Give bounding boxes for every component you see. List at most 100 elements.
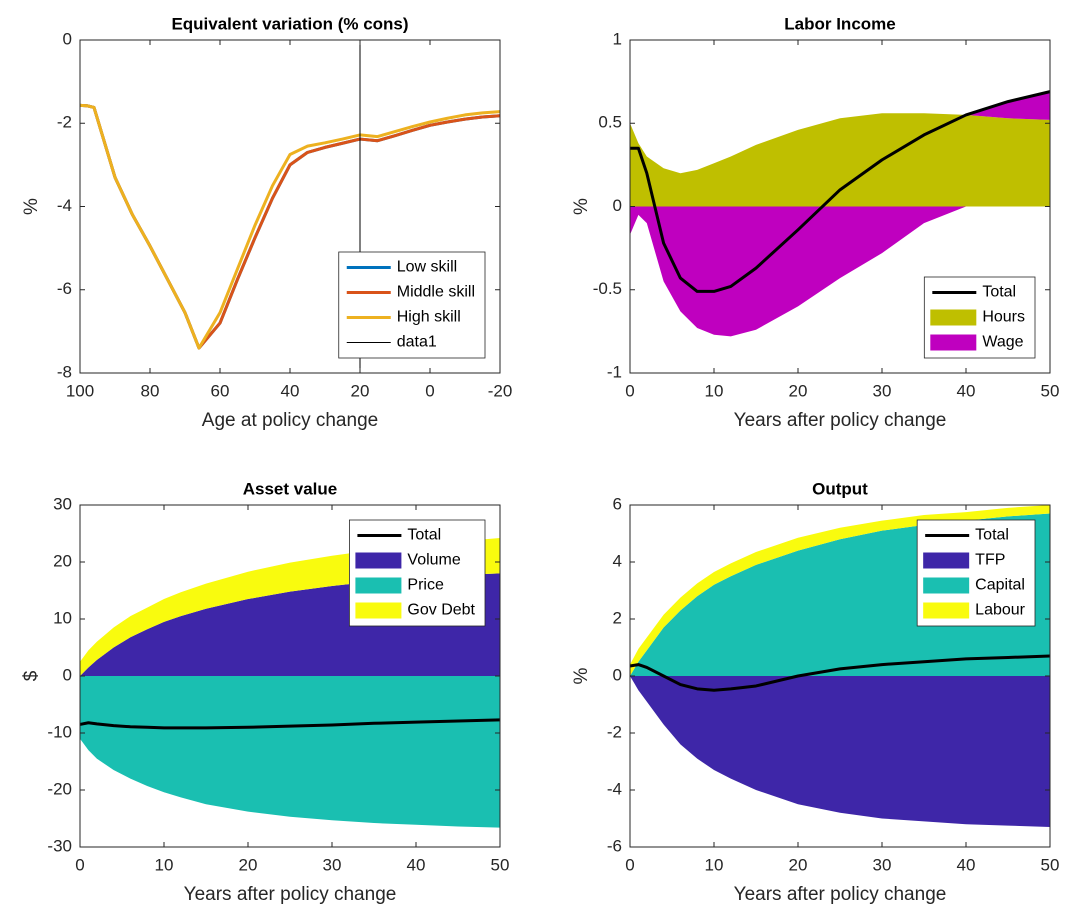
area-segment bbox=[630, 206, 966, 337]
legend-label: Wage bbox=[982, 334, 1023, 351]
legend-swatch bbox=[355, 602, 402, 619]
area-segment bbox=[80, 676, 500, 828]
legend-label: data1 bbox=[397, 334, 437, 351]
x-tick-label: 0 bbox=[625, 381, 634, 400]
x-tick-label: 10 bbox=[705, 855, 724, 874]
legend-label: High skill bbox=[397, 309, 461, 326]
legend-swatch bbox=[930, 334, 977, 351]
line bbox=[629, 654, 1051, 692]
legend-label: Hours bbox=[982, 309, 1025, 326]
x-axis-label: Years after policy change bbox=[734, 884, 947, 905]
y-tick-label: 0 bbox=[613, 196, 622, 215]
y-tick-label: 20 bbox=[53, 551, 72, 570]
y-tick-label: -20 bbox=[47, 779, 72, 798]
subplot: 0 10 20 30 40 50 -6 -4 -2 0 2 4 6 Output Years after p… bbox=[571, 479, 1059, 905]
x-tick-label: 20 bbox=[789, 381, 808, 400]
subplot-title: Equivalent variation (% cons) bbox=[171, 14, 408, 33]
y-tick-label: -1 bbox=[607, 362, 622, 381]
subplot-title: Output bbox=[812, 479, 868, 498]
x-tick-label: 10 bbox=[705, 381, 724, 400]
legend-swatch bbox=[930, 309, 977, 326]
legend-label: Middle skill bbox=[397, 284, 475, 301]
legend: Total Hours Wage bbox=[923, 276, 1036, 359]
line bbox=[79, 718, 501, 730]
y-axis-label: $ bbox=[21, 670, 42, 681]
area-segment bbox=[630, 676, 1050, 828]
legend: Low skill Middle skill High skill data1 bbox=[338, 251, 486, 359]
legend: Total Volume Price Gov Debt bbox=[349, 519, 486, 627]
y-tick-label: -2 bbox=[57, 113, 72, 132]
legend-swatch bbox=[923, 552, 970, 569]
y-tick-label: -8 bbox=[57, 362, 72, 381]
y-tick-label: -4 bbox=[607, 779, 622, 798]
x-axis-label: Age at policy change bbox=[202, 410, 378, 431]
y-axis-label: % bbox=[21, 198, 42, 215]
subplot: 0 10 20 30 40 50 -30 -20 -10 0 10 20 30 Asset value Ye… bbox=[21, 479, 509, 905]
y-tick-label: -6 bbox=[57, 279, 72, 298]
x-tick-label: 10 bbox=[155, 855, 174, 874]
x-tick-label: 0 bbox=[425, 381, 434, 400]
legend-swatch bbox=[355, 552, 402, 569]
y-tick-label: -10 bbox=[47, 722, 72, 741]
y-tick-label: 1 bbox=[613, 29, 622, 48]
x-tick-label: 60 bbox=[211, 381, 230, 400]
y-axis-label: % bbox=[571, 198, 592, 215]
area-segment bbox=[630, 113, 1050, 207]
x-tick-label: 50 bbox=[1041, 855, 1060, 874]
legend-label: Gov Debt bbox=[407, 602, 475, 619]
subplot: 0 10 20 30 40 50 -1 -0.5 0 0.5 1 Labor Income Years … bbox=[571, 14, 1059, 431]
legend: Total TFP Capital Labour bbox=[916, 519, 1036, 627]
legend-label: Labour bbox=[975, 602, 1025, 619]
x-tick-label: 50 bbox=[491, 855, 510, 874]
area-segment bbox=[966, 91, 1050, 120]
x-axis-label: Years after policy change bbox=[184, 884, 397, 905]
y-tick-label: 0.5 bbox=[598, 113, 622, 132]
y-tick-label: -4 bbox=[57, 196, 72, 215]
x-tick-label: 30 bbox=[323, 855, 342, 874]
y-tick-label: 4 bbox=[613, 551, 622, 570]
y-tick-label: 6 bbox=[613, 494, 622, 513]
y-axis-label: % bbox=[571, 667, 592, 684]
x-tick-label: 30 bbox=[873, 381, 892, 400]
y-tick-label: 30 bbox=[53, 494, 72, 513]
x-axis-label: Years after policy change bbox=[734, 410, 947, 431]
x-tick-label: 100 bbox=[66, 381, 94, 400]
y-tick-label: 0 bbox=[63, 665, 72, 684]
subplot-title: Asset value bbox=[243, 479, 338, 498]
x-tick-label: 40 bbox=[407, 855, 426, 874]
y-tick-label: -0.5 bbox=[593, 279, 622, 298]
legend-label: Price bbox=[407, 577, 444, 594]
x-tick-label: 0 bbox=[75, 855, 84, 874]
x-tick-label: 0 bbox=[625, 855, 634, 874]
y-tick-label: -2 bbox=[607, 722, 622, 741]
x-tick-label: 20 bbox=[239, 855, 258, 874]
legend-label: TFP bbox=[975, 552, 1005, 569]
legend-swatch bbox=[355, 577, 402, 594]
y-tick-label: 0 bbox=[63, 29, 72, 48]
x-tick-label: 20 bbox=[789, 855, 808, 874]
x-tick-label: 30 bbox=[873, 855, 892, 874]
line bbox=[79, 103, 501, 350]
y-tick-label: -6 bbox=[607, 836, 622, 855]
subplot-title: Labor Income bbox=[784, 14, 895, 33]
legend-swatch bbox=[923, 577, 970, 594]
x-tick-label: 80 bbox=[141, 381, 160, 400]
line bbox=[630, 90, 1051, 293]
legend-label: Total bbox=[982, 284, 1016, 301]
x-tick-label: 40 bbox=[281, 381, 300, 400]
x-tick-label: 40 bbox=[957, 381, 976, 400]
legend-label: Total bbox=[975, 527, 1009, 544]
x-tick-label: 20 bbox=[351, 381, 370, 400]
legend-label: Low skill bbox=[397, 259, 457, 276]
y-tick-label: -30 bbox=[47, 836, 72, 855]
x-tick-label: -20 bbox=[488, 381, 513, 400]
area-segment bbox=[630, 505, 1050, 676]
legend-label: Total bbox=[407, 527, 441, 544]
legend-swatch bbox=[923, 602, 970, 619]
y-tick-label: 0 bbox=[613, 665, 622, 684]
legend-box bbox=[338, 251, 486, 359]
legend-label: Capital bbox=[975, 577, 1025, 594]
